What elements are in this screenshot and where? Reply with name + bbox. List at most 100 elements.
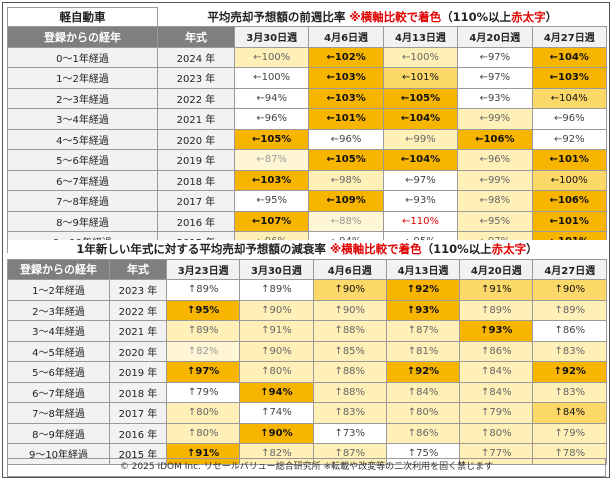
row-elapsed-label: 0～1年経過 (7, 46, 158, 68)
rate-cell: ←100% (382, 46, 459, 68)
table-row: 0～1年経過 2024 年 ←100% ←102% ←100% ←97% ←104% (7, 46, 608, 68)
rate-cell: ←100% (233, 67, 310, 89)
rate-cell: ↑90% (239, 340, 314, 362)
decay-rate-table: 1年新しい年式に対する平均売却予想額の減衰率 ※横軸比較で着色（110%以上赤太… (7, 240, 608, 465)
rate-cell: ←103% (531, 67, 608, 89)
table-row: 1～2年経過 2023 年 ←100% ←103% ←101% ←97% ←103% (7, 67, 608, 89)
table-row: 1～2年経過 2023 年 ↑89% ↑89% ↑90% ↑92% ↑91% ↑90% (7, 279, 608, 301)
row-model-year: 2016 年 (157, 210, 235, 232)
rate-cell: ←87% (233, 149, 310, 171)
header-row: 登録からの経年 年式 3月30日週 4月6日週 4月13日週 4月20日週 4月27日週 (7, 26, 608, 48)
col-header-week: 3月23日週 (165, 258, 241, 280)
rate-cell: ←100% (531, 169, 608, 191)
col-header-week: 3月30日週 (233, 26, 310, 48)
rate-cell: ←103% (308, 87, 384, 109)
table-row: 5～6年経過 2019 年 ←87% ←105% ←104% ←96% ←101% (7, 149, 608, 171)
col-header-week: 4月6日週 (312, 258, 387, 280)
rate-cell: ↑92% (385, 279, 461, 301)
col-header-year: 年式 (157, 26, 235, 48)
rate-cell: ←99% (457, 108, 533, 130)
col-header-week: 3月30日週 (239, 258, 314, 280)
caption-prefix: 平均売却予想額の前週比率 (207, 9, 346, 24)
rate-cell: ↑84% (385, 381, 461, 403)
rate-cell: ↑80% (165, 402, 241, 424)
table-row: 4～5年経過 2020 年 ↑82% ↑90% ↑85% ↑81% ↑86% ↑83% (7, 340, 608, 362)
rate-cell: ←92% (531, 128, 608, 150)
rate-cell: ←103% (233, 169, 310, 191)
row-model-year: 2019 年 (157, 149, 235, 171)
rate-cell: ↑79% (532, 422, 608, 444)
rate-cell: ↑90% (239, 299, 314, 321)
col-header-week: 4月20日週 (457, 26, 533, 48)
table-row: 7～8年経過 2017 年 ↑80% ↑74% ↑83% ↑80% ↑79% ↑84% (7, 402, 608, 424)
row-elapsed-label: 4～5年経過 (7, 340, 110, 362)
rate-cell: ←99% (457, 169, 533, 191)
rate-cell: ←107% (233, 210, 310, 232)
rate-cell: ↑88% (312, 381, 387, 403)
rate-cell: ↑94% (239, 381, 314, 403)
row-model-year: 2022 年 (109, 299, 167, 321)
table-row: 2～3年経過 2022 年 ←94% ←103% ←105% ←93% ←104% (7, 87, 608, 109)
rate-cell: ↑82% (165, 340, 241, 362)
rate-cell: ↑85% (312, 340, 387, 362)
rate-cell: ↑80% (165, 422, 241, 444)
row-model-year: 2021 年 (109, 320, 167, 342)
row-elapsed-label: 5～6年経過 (7, 149, 158, 171)
rate-cell: ←105% (382, 87, 459, 109)
row-model-year: 2020 年 (109, 340, 167, 362)
row-elapsed-label: 6～7年経過 (7, 169, 158, 191)
rate-cell: ↑88% (312, 320, 387, 342)
rate-cell: ←95% (457, 210, 533, 232)
caption-bold-red: 赤太字 (511, 9, 546, 24)
rate-cell: ↑89% (239, 279, 314, 301)
caption-paren-close: ） (545, 9, 558, 24)
rate-cell: ↑92% (385, 361, 461, 383)
table-row: 9～10年経過 2015 年 ↑91% ↑82% ↑87% ↑75% ↑77% ↑78% (7, 443, 608, 465)
row-elapsed-label: 1～2年経過 (7, 279, 110, 301)
table-row: 4～5年経過 2020 年 ←105% ←96% ←99% ←106% ←92% (7, 128, 608, 150)
col-header-week: 4月27日週 (532, 258, 608, 280)
rate-cell: ←101% (531, 149, 608, 171)
rate-cell: ↑83% (532, 340, 608, 362)
rate-cell: ←104% (531, 87, 608, 109)
rate-cell: ↑95% (165, 299, 241, 321)
rate-cell: ↑79% (165, 381, 241, 403)
rate-cell: ←103% (308, 67, 384, 89)
rate-cell: ←97% (382, 169, 459, 191)
rate-cell: ↑73% (312, 422, 387, 444)
rate-cell: ↑80% (459, 422, 534, 444)
row-model-year: 2020 年 (157, 128, 235, 150)
rate-cell: ↑89% (165, 279, 241, 301)
rate-cell: ←93% (457, 87, 533, 109)
rate-cell: ←99% (382, 128, 459, 150)
row-elapsed-label: 2～3年経過 (7, 299, 110, 321)
rate-cell: ←106% (531, 190, 608, 212)
table1-caption: 平均売却予想額の前週比率 ※横軸比較で着色（110%以上赤太字） (157, 7, 607, 27)
caption-paren-close: ） (526, 242, 538, 257)
row-model-year: 2021 年 (157, 108, 235, 130)
row-model-year: 2018 年 (157, 169, 235, 191)
row-model-year: 2023 年 (109, 279, 167, 301)
rate-cell: ←101% (531, 210, 608, 232)
rate-cell: ←96% (308, 128, 384, 150)
row-elapsed-label: 8～9年経過 (7, 210, 158, 232)
rate-cell: ↑90% (532, 279, 608, 301)
rate-cell: ←109% (308, 190, 384, 212)
rate-cell: ↑90% (312, 299, 387, 321)
weekly-ratio-table: 軽自動車 平均売却予想額の前週比率 ※横軸比較で着色（110%以上赤太字） 登録… (7, 7, 608, 253)
rate-cell: ↑83% (312, 402, 387, 424)
row-elapsed-label: 5～6年経過 (7, 361, 110, 383)
caption-paren-open: （110%以上 (441, 9, 512, 24)
rate-cell: ↑93% (385, 299, 461, 321)
rate-cell: ←98% (457, 190, 533, 212)
rate-cell: ↑89% (165, 320, 241, 342)
table-row: 7～8年経過 2017 年 ←95% ←109% ←93% ←98% ←106% (7, 190, 608, 212)
col-header-week: 4月6日週 (308, 26, 384, 48)
row-model-year: 2018 年 (109, 381, 167, 403)
rate-cell: ↑87% (385, 320, 461, 342)
rate-cell: ↑80% (385, 402, 461, 424)
col-header-year: 年式 (109, 258, 167, 280)
rate-cell: ↑91% (239, 320, 314, 342)
row-model-year: 2019 年 (109, 361, 167, 383)
